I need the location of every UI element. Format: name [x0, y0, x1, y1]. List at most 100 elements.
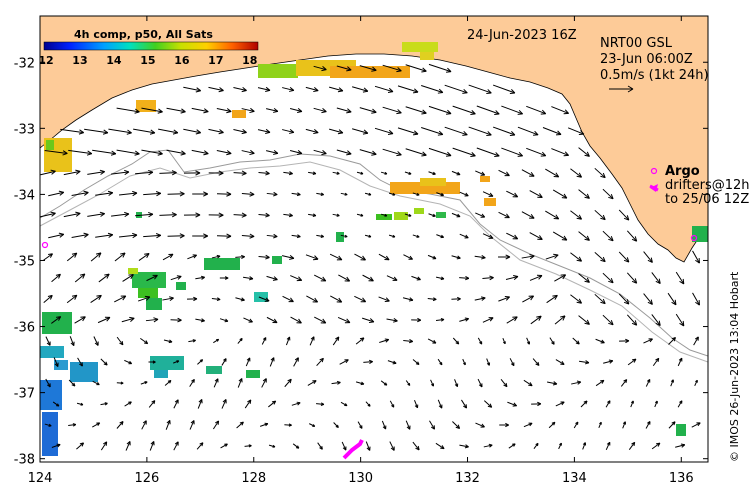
current-arrow	[382, 148, 402, 157]
current-arrow	[84, 128, 109, 135]
current-arrow	[626, 272, 638, 284]
current-arrow	[508, 443, 516, 449]
current-arrow	[71, 232, 89, 239]
current-arrow	[476, 147, 500, 158]
current-arrow	[451, 255, 461, 260]
current-arrow	[213, 338, 220, 344]
current-arrow	[545, 210, 560, 220]
current-arrow	[675, 443, 686, 448]
current-arrow	[341, 441, 347, 451]
current-arrow	[598, 421, 602, 428]
current-arrow	[140, 381, 148, 385]
current-arrow	[332, 336, 340, 346]
current-arrow	[533, 442, 539, 449]
current-arrow	[459, 191, 469, 197]
drifter-legend-label: drifters@12h	[665, 178, 750, 193]
current-arrow	[95, 190, 114, 196]
current-arrow	[414, 400, 419, 409]
current-arrow	[114, 295, 127, 303]
current-arrow	[235, 297, 245, 302]
current-arrow	[452, 147, 476, 157]
current-arrow	[354, 253, 366, 261]
current-arrow	[111, 169, 130, 176]
current-arrow	[570, 294, 583, 304]
current-arrow	[405, 64, 427, 73]
current-arrow	[258, 254, 270, 260]
current-arrow	[163, 339, 173, 344]
current-arrow	[430, 379, 435, 387]
current-arrow	[158, 128, 179, 135]
current-arrow	[552, 231, 568, 241]
current-arrow	[308, 171, 317, 176]
current-arrow	[97, 316, 111, 324]
current-arrow	[523, 379, 533, 387]
current-arrow	[213, 378, 219, 388]
current-arrow	[219, 318, 229, 323]
current-arrow	[498, 169, 510, 177]
current-arrow	[159, 212, 177, 218]
current-arrow	[221, 358, 227, 366]
current-arrow	[291, 234, 301, 239]
current-arrow	[628, 441, 636, 450]
current-arrow	[359, 65, 377, 72]
current-arrow	[522, 295, 535, 303]
current-arrow	[208, 170, 224, 176]
current-arrow	[545, 253, 559, 260]
current-arrow	[114, 252, 126, 262]
current-arrow	[282, 86, 295, 92]
current-arrow	[266, 275, 278, 281]
current-arrow	[93, 336, 99, 346]
current-arrow	[116, 336, 124, 346]
current-arrow	[216, 191, 232, 197]
current-arrow	[572, 337, 580, 345]
current-arrow	[45, 336, 51, 346]
current-arrow	[421, 85, 444, 94]
lon-tick-label: 128	[241, 471, 266, 486]
current-arrow	[549, 337, 555, 345]
current-arrow	[427, 297, 437, 302]
current-arrow	[378, 296, 390, 302]
current-arrow	[95, 232, 114, 238]
product-name: NRT00 GSL	[600, 36, 673, 51]
current-arrow	[554, 315, 566, 325]
current-arrow	[475, 422, 485, 428]
current-arrow	[482, 233, 494, 239]
current-arrow	[435, 442, 445, 450]
current-arrow	[329, 253, 343, 261]
current-arrow	[336, 149, 352, 156]
current-arrow	[365, 401, 371, 407]
current-arrow	[545, 168, 560, 178]
current-arrow	[212, 420, 220, 430]
current-arrow	[548, 421, 556, 429]
current-arrow	[459, 233, 469, 239]
colorbar-label: 18	[242, 54, 257, 67]
current-arrow	[645, 379, 651, 387]
current-arrow	[317, 442, 323, 450]
current-arrow	[412, 192, 420, 196]
current-arrow	[140, 337, 149, 345]
current-arrow	[486, 358, 491, 366]
current-arrow	[118, 190, 138, 197]
current-arrow	[509, 358, 515, 367]
current-arrow	[233, 86, 247, 93]
current-arrow	[68, 379, 76, 387]
lon-tick-label: 132	[455, 471, 480, 486]
current-arrow	[336, 107, 352, 114]
current-arrow	[387, 360, 397, 365]
depth-contour-shelf	[40, 149, 708, 357]
current-arrow	[266, 191, 278, 197]
current-arrow	[378, 253, 390, 261]
longitude-axis: 124 126 128 130 132 134 136	[28, 16, 694, 486]
current-arrow	[308, 213, 317, 218]
current-arrow	[468, 84, 492, 95]
current-arrow	[111, 211, 130, 218]
current-arrow	[677, 400, 683, 408]
current-arrow	[333, 422, 339, 428]
current-arrow	[173, 399, 179, 409]
current-arrow	[191, 149, 209, 156]
colorbar-label: 14	[106, 54, 122, 67]
colorbar-label: 17	[208, 54, 223, 67]
current-arrow	[166, 149, 186, 156]
current-arrow	[532, 358, 540, 366]
current-arrow	[643, 293, 653, 305]
